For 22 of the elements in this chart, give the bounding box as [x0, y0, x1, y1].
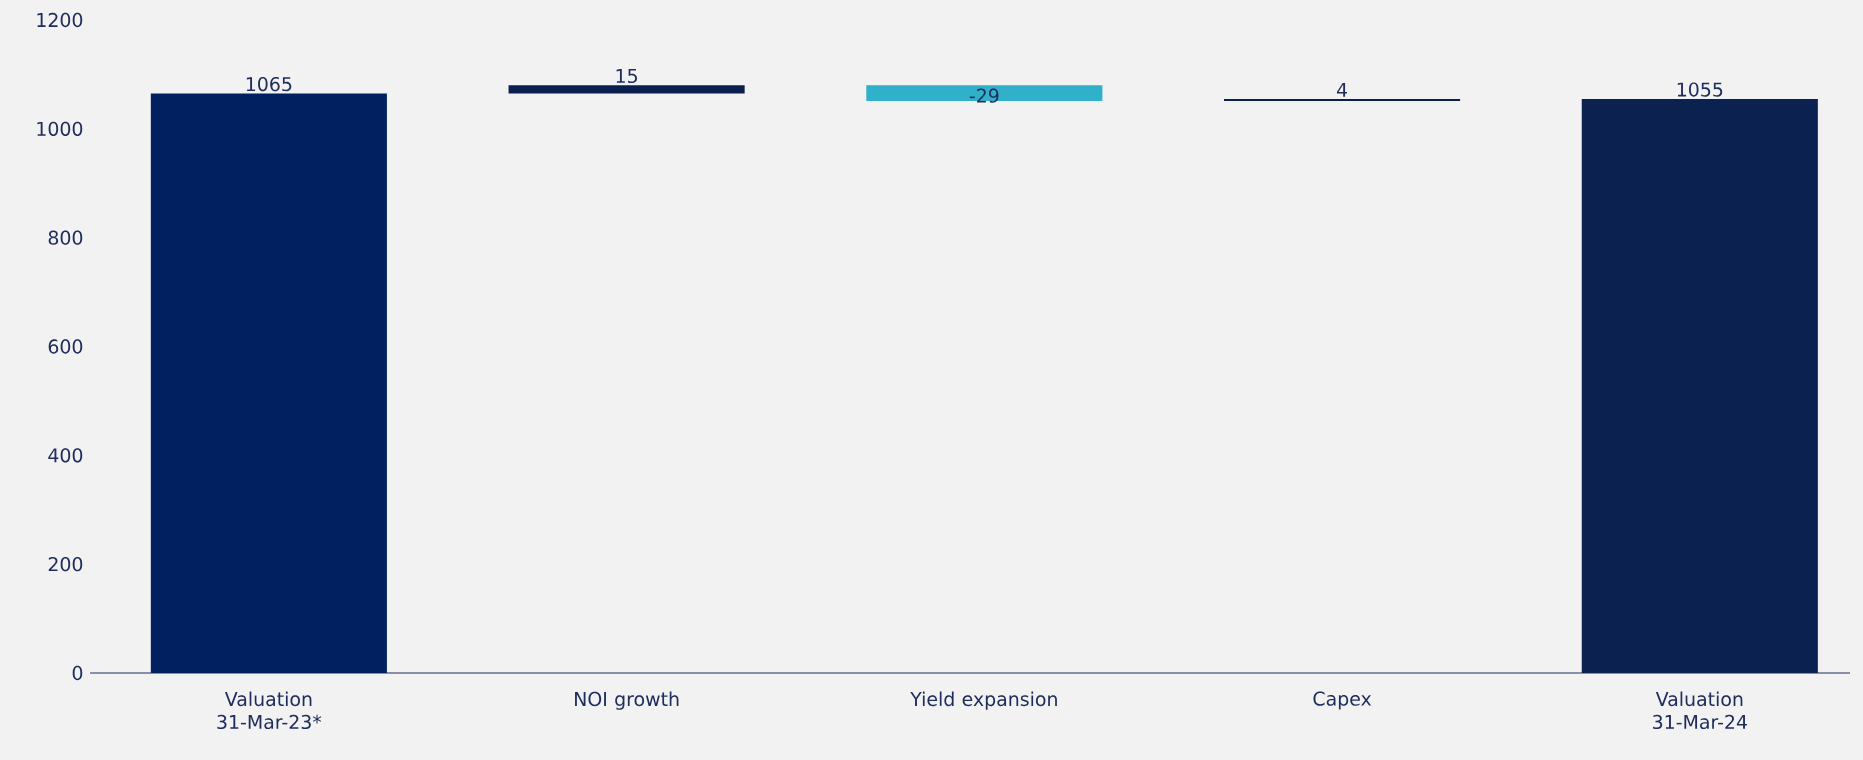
data-label: 4 [1336, 82, 1348, 97]
y-tick-label: 0 [72, 665, 83, 681]
bar [1224, 98, 1461, 102]
y-tick-label: 1200 [37, 12, 83, 28]
bar [150, 93, 387, 673]
data-label: 15 [616, 69, 637, 84]
bar [508, 85, 745, 94]
x-tick-label: Capex [1313, 691, 1372, 710]
bar [866, 85, 1103, 102]
x-tick-label: NOI growth [575, 691, 679, 710]
x-tick-label: Yield expansion [910, 691, 1057, 710]
x-tick-label: Valuation 31-Mar-24 [1653, 691, 1747, 730]
x-tick-label: Valuation 31-Mar-23* [217, 691, 322, 730]
y-tick-label: 400 [48, 448, 83, 463]
y-tick-label: 800 [48, 230, 83, 245]
data-label: -29 [969, 88, 999, 103]
bar [1581, 98, 1818, 673]
y-tick-label: 1000 [37, 121, 83, 136]
y-tick-label: 200 [48, 557, 83, 572]
y-tick-label: 600 [48, 339, 83, 354]
data-label: 1055 [1677, 82, 1723, 97]
data-label: 1065 [246, 76, 292, 92]
